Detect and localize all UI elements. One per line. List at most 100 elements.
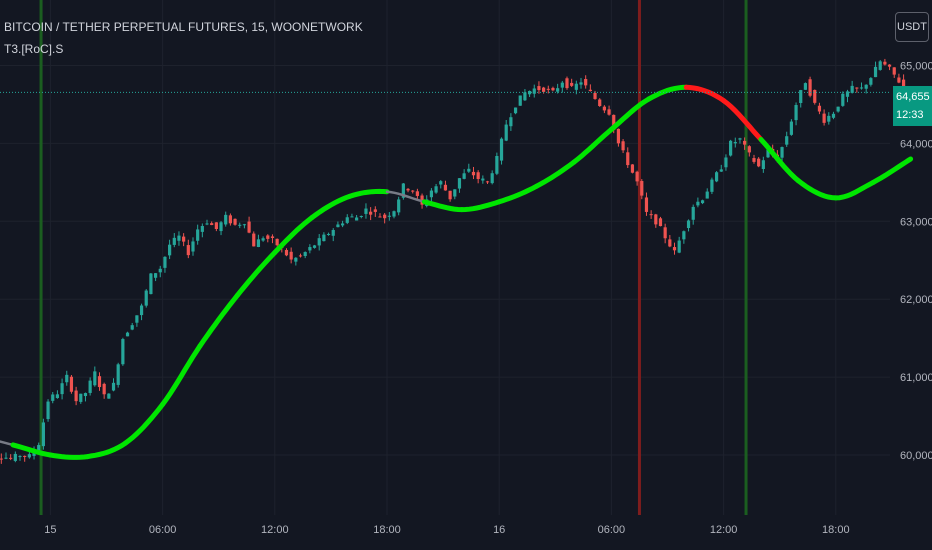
t3-segment-up <box>234 250 278 298</box>
candle-body <box>799 90 803 103</box>
candle-body <box>252 233 256 247</box>
candle-body <box>270 236 275 238</box>
candle-body <box>415 191 419 196</box>
candle-body <box>887 64 892 67</box>
indicator-label[interactable]: T3.[RoC].S <box>4 42 64 56</box>
candle-body <box>691 206 695 220</box>
candle-body <box>584 78 588 86</box>
candle-body <box>546 88 550 90</box>
candle-body <box>242 224 247 226</box>
candle-body <box>23 455 27 457</box>
candle-body <box>588 89 592 91</box>
candle-body <box>523 92 527 101</box>
candle-body <box>462 173 466 179</box>
candle-body <box>495 155 499 174</box>
t3-segment-up <box>347 188 390 199</box>
price-axis[interactable]: 60,000 61,000 62,000 63,000 64,000 65,000 <box>900 61 932 463</box>
candle-body <box>616 128 621 144</box>
t3-segment-up <box>534 159 577 189</box>
candle-body <box>714 172 719 182</box>
x-tick-label: 18:00 <box>822 524 850 536</box>
candle-body <box>598 99 602 107</box>
candle-body <box>111 382 116 391</box>
candle-body <box>247 221 251 233</box>
candle-body <box>855 87 859 89</box>
candle-body <box>102 383 106 395</box>
candle-body <box>453 189 457 197</box>
candle-body <box>719 169 723 172</box>
candle-body <box>4 457 8 459</box>
candle-body <box>406 188 410 191</box>
candle-body <box>448 190 452 200</box>
candle-body <box>83 393 88 397</box>
t3-segment-up <box>309 193 353 220</box>
candle-body <box>761 160 765 170</box>
candle-body <box>41 422 45 447</box>
candle-body <box>485 181 490 183</box>
candle-body <box>97 376 102 388</box>
candle-body <box>163 256 167 268</box>
candle-body <box>336 224 340 228</box>
candle-body <box>434 186 438 193</box>
candle-body <box>499 138 504 161</box>
candle-body <box>135 315 139 323</box>
candle-body <box>542 87 546 92</box>
candle-body <box>892 67 896 75</box>
t3-indicator-line <box>0 84 914 460</box>
candle-body <box>457 178 462 189</box>
candle-body <box>214 222 218 229</box>
candle-body <box>803 83 808 90</box>
candle-body <box>574 83 578 90</box>
candle-body <box>733 141 737 144</box>
candle-body <box>224 214 228 225</box>
candle-body <box>107 393 111 399</box>
candle-body <box>331 230 335 236</box>
candlestick-series <box>0 58 910 464</box>
candle-body <box>261 238 265 241</box>
candle-body <box>481 178 485 181</box>
candle-body <box>579 82 583 85</box>
candle-body <box>60 383 64 395</box>
candle-body <box>130 325 134 330</box>
candle-body <box>65 374 69 383</box>
candle-body <box>696 201 700 206</box>
candle-body <box>289 251 293 260</box>
candle-body <box>504 124 508 141</box>
candle-body <box>312 245 317 248</box>
candle-body <box>705 191 709 199</box>
candle-body <box>401 183 405 198</box>
candle-body <box>79 393 83 402</box>
bar-countdown: 12:33 <box>896 109 924 121</box>
t3-segment-up <box>870 156 914 185</box>
candle-body <box>607 109 611 115</box>
signal-lines <box>39 0 748 515</box>
candle-body <box>373 209 377 212</box>
last-price-tag: 64,655 12:33 <box>893 86 932 126</box>
candle-body <box>46 401 50 420</box>
t3-segment-neutral <box>0 440 15 447</box>
t3-segment-up <box>646 84 689 102</box>
t3-segment-up <box>197 292 240 349</box>
candle-body <box>612 114 616 130</box>
candle-body <box>294 257 298 262</box>
candle-body <box>168 244 172 256</box>
candle-body <box>476 172 480 179</box>
candle-body <box>186 245 190 256</box>
currency-button[interactable]: USDT <box>895 12 929 42</box>
candle-body <box>869 78 873 85</box>
candle-body <box>626 152 630 166</box>
candle-body <box>210 223 214 226</box>
x-tick-label: 06:00 <box>598 524 626 536</box>
x-tick-label: 15 <box>44 524 56 536</box>
t3-segment-up <box>122 401 166 446</box>
candle-body <box>228 215 232 224</box>
candle-body <box>513 107 518 114</box>
candle-body <box>93 371 97 386</box>
t3-segment-up <box>85 440 128 460</box>
candle-body <box>640 181 644 196</box>
candle-body <box>471 171 476 176</box>
candle-body <box>125 332 130 337</box>
candle-body <box>275 238 279 246</box>
time-axis[interactable]: 15 06:00 12:00 18:00 16 06:00 12:00 18:00 <box>44 524 849 536</box>
